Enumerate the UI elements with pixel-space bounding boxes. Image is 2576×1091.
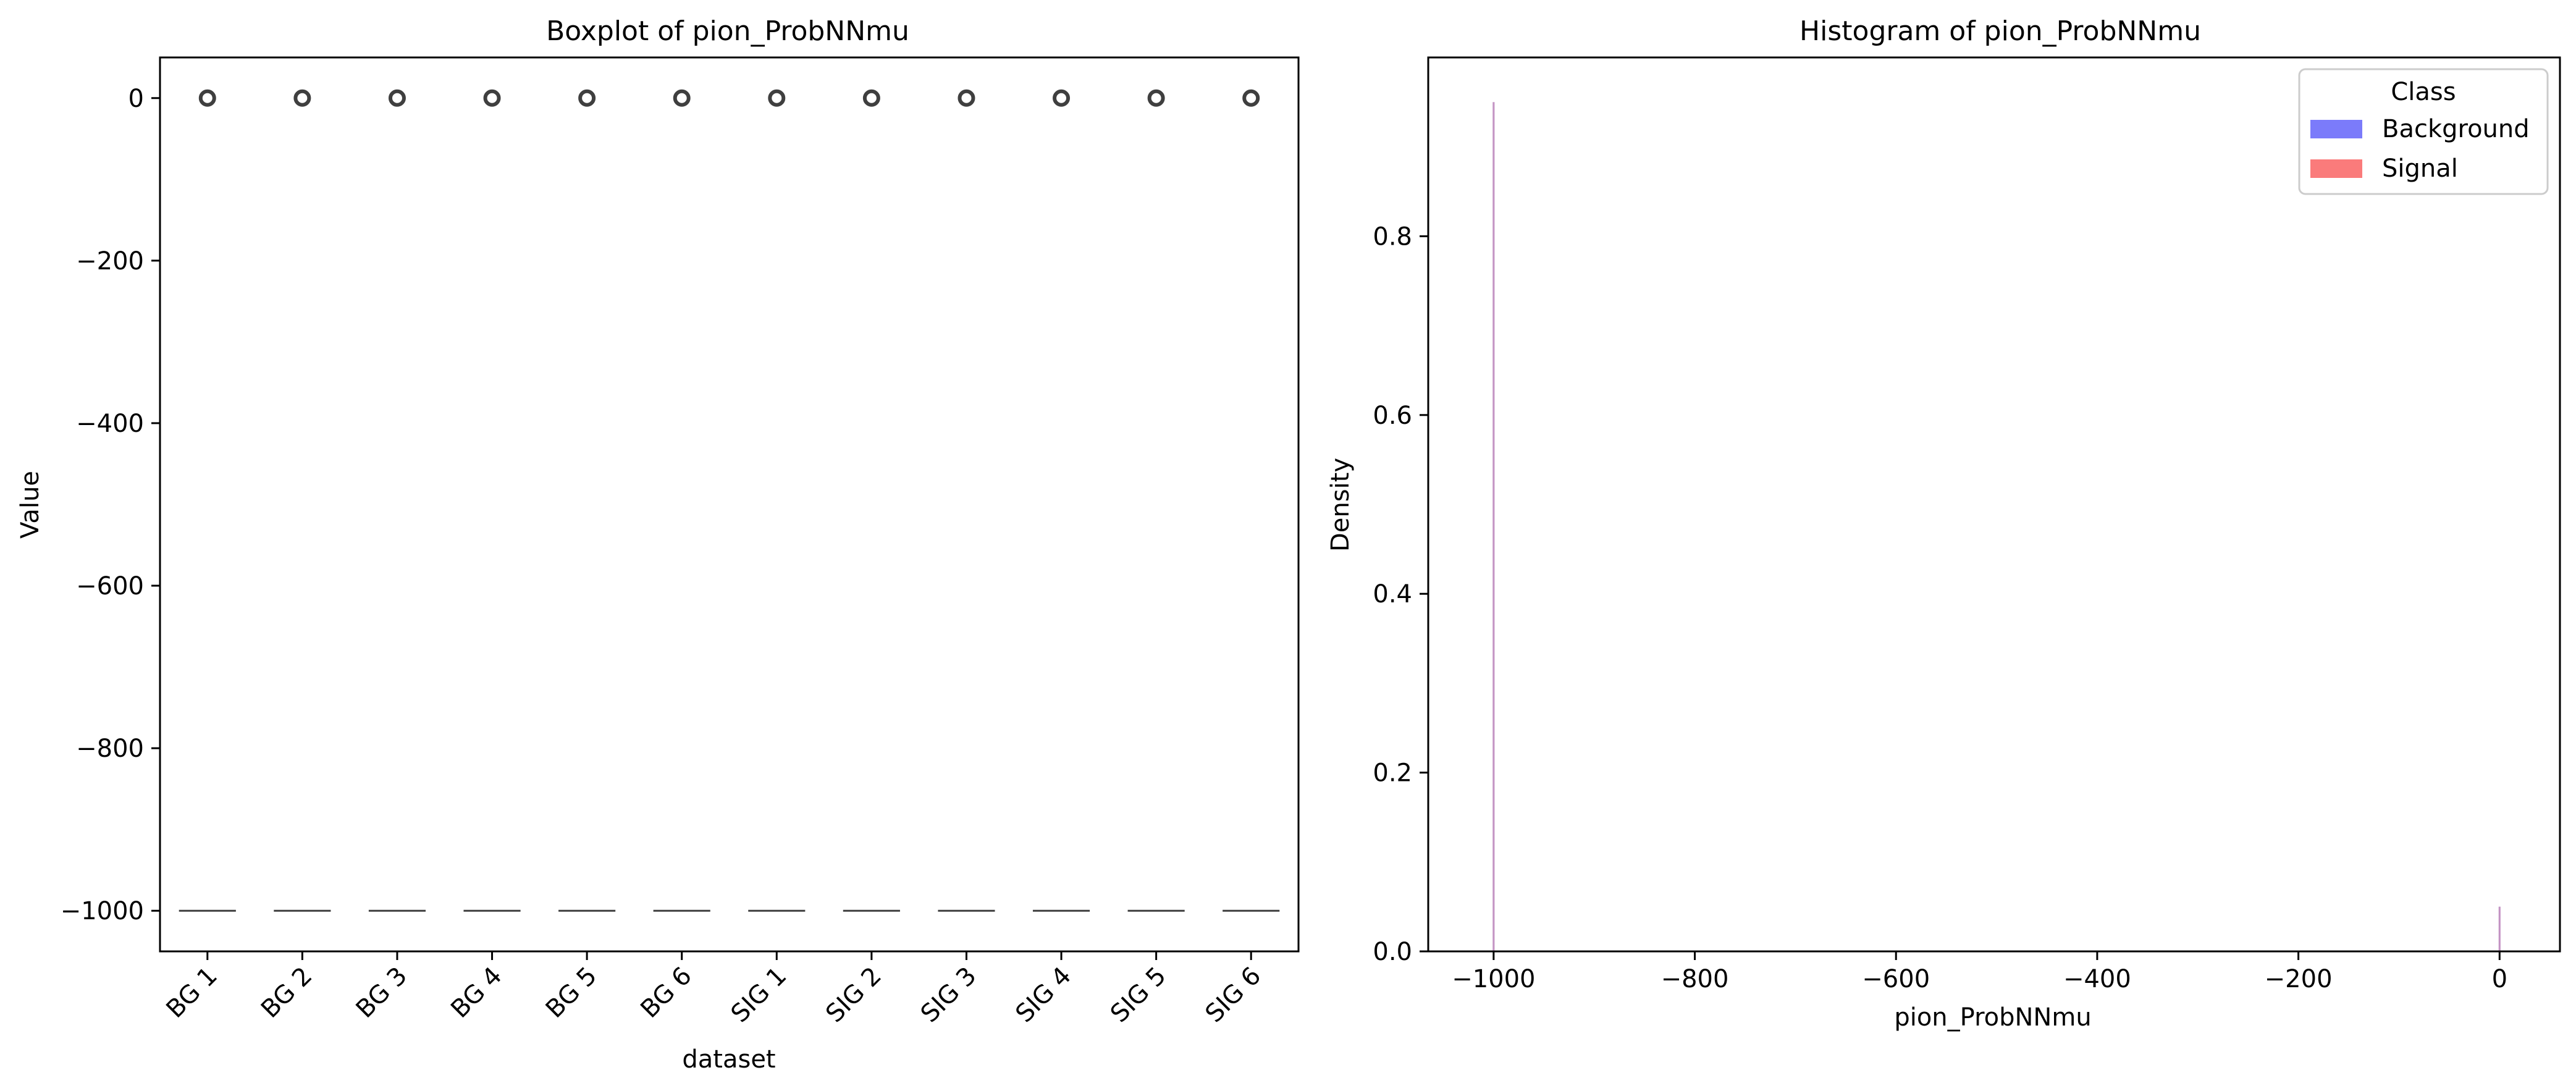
boxplot-outlier-point bbox=[1147, 89, 1165, 107]
boxplot-panel: Boxplot of pion_ProbNNmu 0 −200 −400 −600 −8… bbox=[16, 15, 1300, 1074]
histogram-legend: Class Background Signal bbox=[2298, 68, 2549, 195]
boxplot-x-label: dataset bbox=[682, 1045, 775, 1074]
boxplot-y-ticks: 0 −200 −400 −600 −800 −1000 bbox=[61, 85, 160, 925]
histogram-y-tick-label: 0.4 bbox=[1373, 580, 1412, 609]
histogram-bar-signal bbox=[1492, 102, 1495, 952]
legend-swatch-background bbox=[2310, 120, 2362, 138]
histogram-bar-signal bbox=[2498, 906, 2501, 951]
boxplot-x-tick-label: SIG 1 bbox=[726, 962, 793, 1029]
boxplot-y-tick-label: 0 bbox=[128, 85, 144, 113]
boxplot-outlier-point bbox=[1242, 89, 1260, 107]
boxplot-outlier-point bbox=[578, 89, 596, 107]
histogram-x-label: pion_ProbNNmu bbox=[1894, 1003, 2091, 1032]
legend-title: Class bbox=[2391, 78, 2456, 106]
legend-swatch-signal bbox=[2310, 159, 2362, 178]
boxplot-marks bbox=[179, 89, 1280, 912]
boxplot-y-label: Value bbox=[16, 471, 44, 539]
boxplot-x-tick-label: BG 1 bbox=[161, 962, 223, 1024]
boxplot-x-tick-label: BG 3 bbox=[351, 962, 413, 1024]
boxplot-x-ticks: BG 1 BG 2 BG 3 BG 4 BG 5 BG 6 SIG 1 SIG 2 SIG 3 S… bbox=[161, 951, 1267, 1029]
boxplot-x-tick-label: BG 5 bbox=[541, 962, 602, 1024]
histogram-x-ticks: −1000 −800 −600 −400 −200 0 bbox=[1452, 951, 2507, 993]
boxplot-outlier-point bbox=[862, 89, 880, 107]
boxplot-x-tick-label: BG 6 bbox=[635, 962, 697, 1024]
boxplot-x-tick-label: BG 4 bbox=[445, 962, 507, 1024]
legend-label-background: Background bbox=[2382, 115, 2530, 143]
histogram-x-tick-label: −200 bbox=[2265, 965, 2333, 993]
boxplot-y-tick-label: −600 bbox=[76, 572, 144, 600]
boxplot-outlier-point bbox=[673, 89, 691, 107]
boxplot-y-tick-label: −1000 bbox=[61, 897, 144, 925]
boxplot-y-tick-label: −200 bbox=[76, 247, 144, 276]
boxplot-title: Boxplot of pion_ProbNNmu bbox=[546, 15, 909, 47]
histogram-y-label: Density bbox=[1326, 458, 1355, 552]
boxplot-x-tick-label: SIG 2 bbox=[820, 962, 887, 1029]
boxplot-outlier-point bbox=[198, 89, 216, 107]
boxplot-x-tick-label: SIG 4 bbox=[1010, 962, 1077, 1029]
boxplot-outlier-point bbox=[768, 89, 786, 107]
boxplot-outlier-point bbox=[483, 89, 501, 107]
histogram-marks bbox=[1492, 102, 2501, 952]
boxplot-x-tick-label: SIG 3 bbox=[915, 962, 982, 1029]
histogram-y-tick-label: 0.6 bbox=[1373, 402, 1412, 430]
histogram-x-tick-label: −1000 bbox=[1452, 965, 1535, 993]
boxplot-x-tick-label: BG 2 bbox=[256, 962, 318, 1024]
legend-label-signal: Signal bbox=[2382, 154, 2458, 183]
histogram-y-tick-label: 0.0 bbox=[1373, 938, 1412, 966]
histogram-y-ticks: 0.0 0.2 0.4 0.6 0.8 bbox=[1373, 222, 1428, 966]
histogram-axes-frame bbox=[1427, 56, 2561, 953]
boxplot-axes-frame bbox=[159, 56, 1300, 953]
boxplot-outlier-point bbox=[293, 89, 311, 107]
boxplot-outlier-point bbox=[388, 89, 406, 107]
boxplot-x-tick-label: SIG 6 bbox=[1200, 962, 1267, 1029]
histogram-y-tick-label: 0.8 bbox=[1373, 222, 1412, 251]
boxplot-x-tick-label: SIG 5 bbox=[1105, 962, 1172, 1029]
boxplot-y-tick-label: −800 bbox=[76, 735, 144, 763]
histogram-title: Histogram of pion_ProbNNmu bbox=[1799, 15, 2201, 47]
histogram-panel: Histogram of pion_ProbNNmu 0.00.20.40.60… bbox=[1326, 15, 2561, 1032]
histogram-x-tick-label: −600 bbox=[1862, 965, 1930, 993]
histogram-x-tick-label: 0 bbox=[2492, 965, 2507, 993]
histogram-x-tick-label: −800 bbox=[1661, 965, 1729, 993]
boxplot-outlier-point bbox=[1053, 89, 1071, 107]
histogram-x-tick-label: −400 bbox=[2063, 965, 2131, 993]
boxplot-y-tick-label: −400 bbox=[76, 410, 144, 438]
histogram-y-tick-label: 0.2 bbox=[1373, 759, 1412, 788]
boxplot-outlier-point bbox=[958, 89, 975, 107]
